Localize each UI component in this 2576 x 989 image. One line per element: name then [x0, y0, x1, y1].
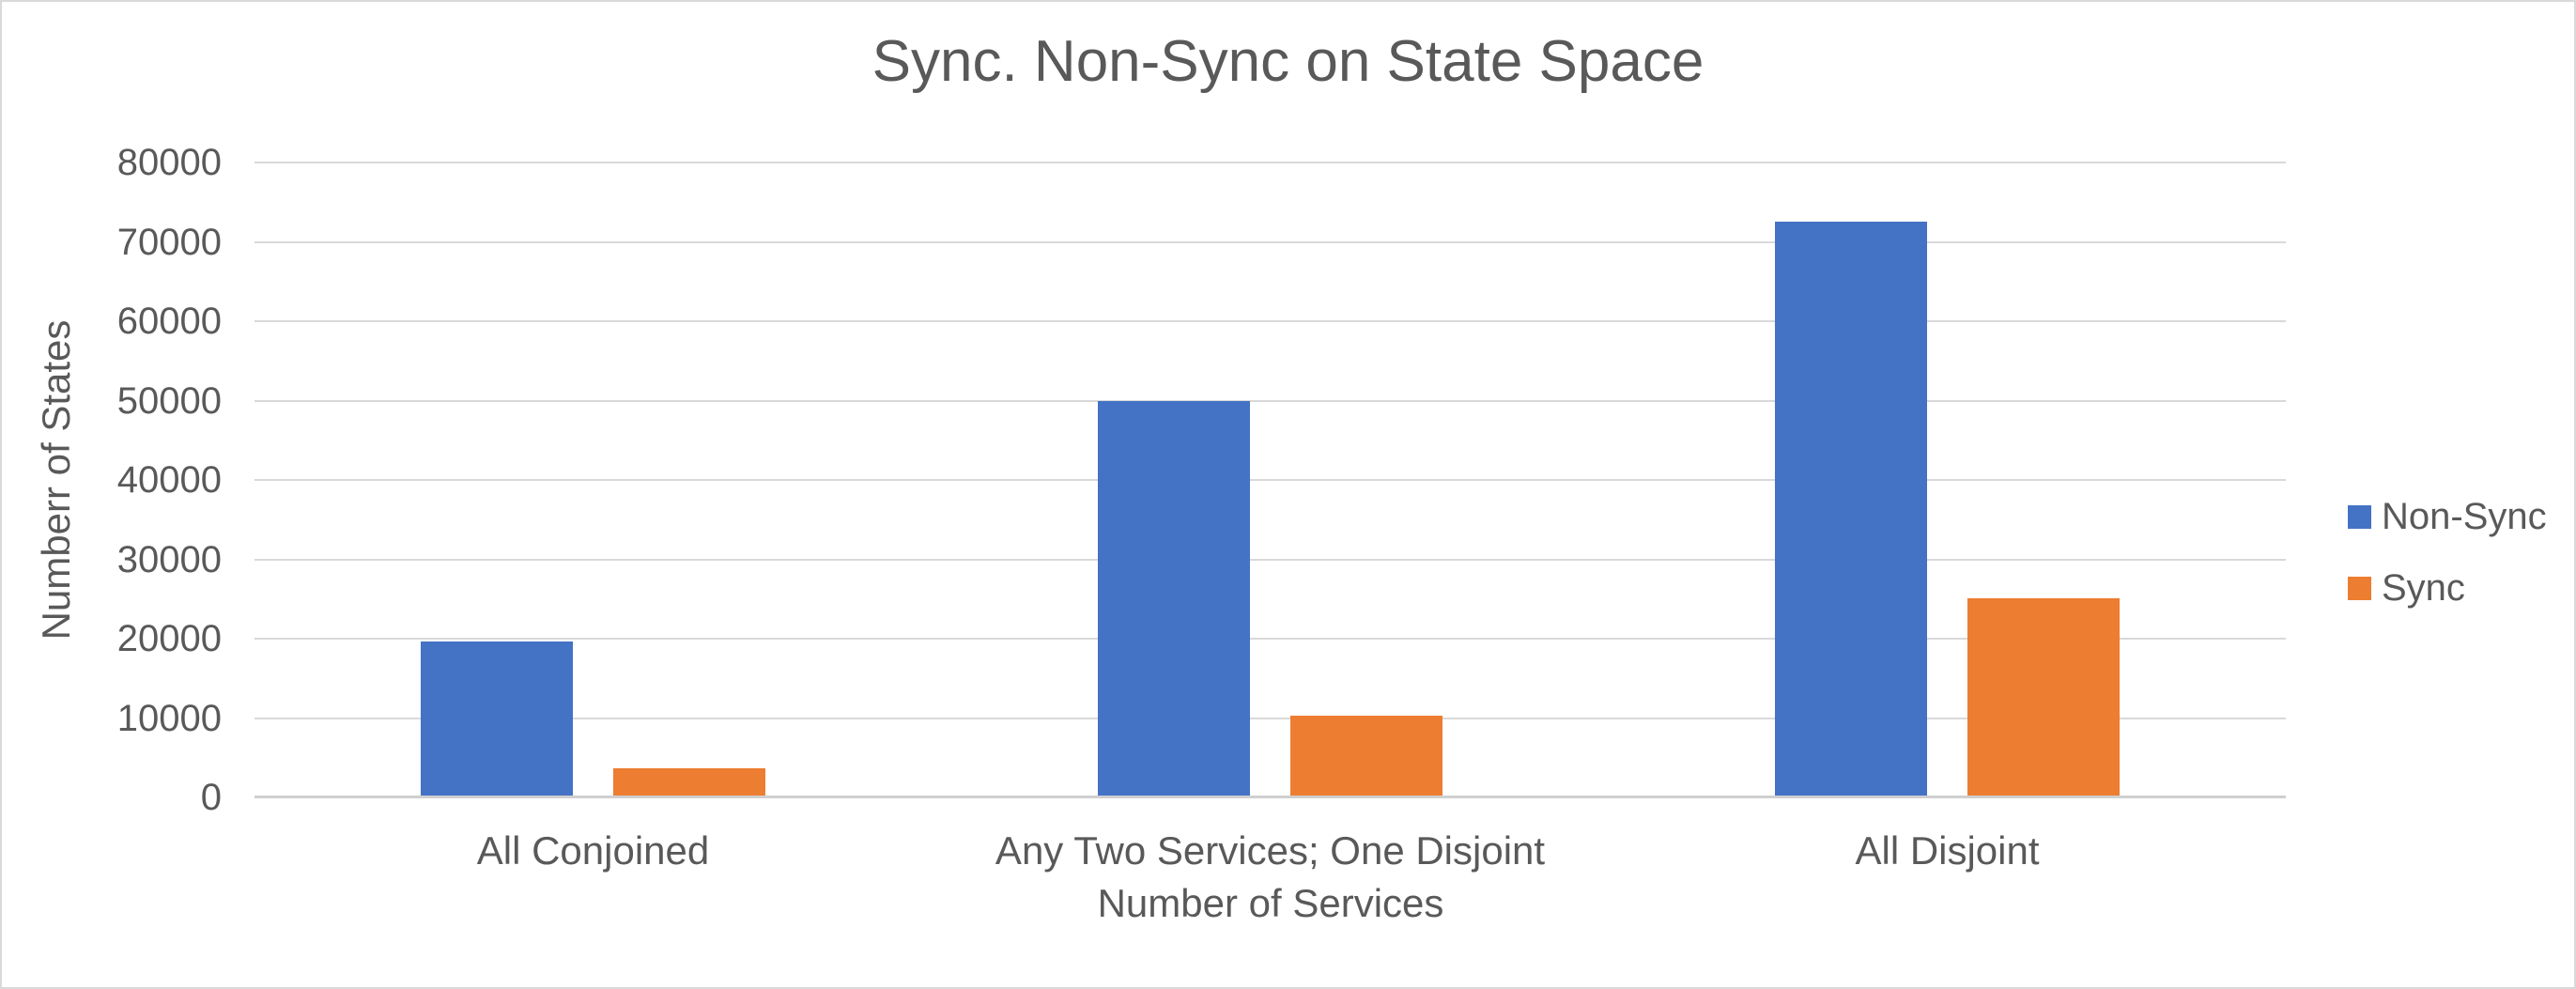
bar-sync: [1290, 715, 1442, 797]
gridline: [255, 717, 2286, 719]
y-tick-label: 10000: [116, 697, 222, 739]
plot-area: [255, 162, 2286, 798]
bar-non-sync: [1098, 400, 1250, 797]
y-tick-label: 40000: [116, 459, 222, 501]
y-tick-label: 70000: [116, 221, 222, 263]
legend-entry-sync: Sync: [2348, 565, 2547, 610]
bar-non-sync: [1775, 222, 1927, 797]
gridline: [255, 162, 2286, 164]
y-tick-label: 50000: [116, 379, 222, 422]
gridline: [255, 399, 2286, 402]
x-category-label: All Disjoint: [1855, 828, 2040, 873]
y-tick-label: 80000: [116, 142, 222, 183]
bar-non-sync: [421, 641, 573, 797]
legend-entry-non-sync: Non-Sync: [2348, 494, 2547, 539]
legend-label: Non-Sync: [2382, 495, 2547, 537]
gridline: [255, 479, 2286, 481]
x-category-label: Any Two Services; One Disjoint: [995, 828, 1546, 873]
x-category-label: All Conjoined: [476, 828, 710, 873]
gridline: [255, 320, 2286, 322]
y-tick-label: 20000: [116, 618, 222, 659]
chart-title: Sync. Non-Sync on State Space: [872, 29, 1704, 94]
legend-label: Sync: [2382, 566, 2465, 609]
gridline: [255, 638, 2286, 640]
gridline: [255, 558, 2286, 561]
y-tick-label: 60000: [116, 301, 222, 342]
legend-swatch-icon: [2348, 504, 2371, 529]
y-tick-label: 0: [200, 777, 222, 818]
x-axis-title: Number of Services: [1097, 881, 1444, 925]
x-axis-line: [255, 796, 2286, 798]
legend: Non-Sync Sync: [2348, 494, 2547, 637]
bar-sync: [1967, 597, 2120, 797]
legend-swatch-icon: [2348, 576, 2371, 600]
gridline: [255, 240, 2286, 243]
y-tick-label: 30000: [116, 538, 222, 580]
bar-sync: [613, 767, 765, 797]
